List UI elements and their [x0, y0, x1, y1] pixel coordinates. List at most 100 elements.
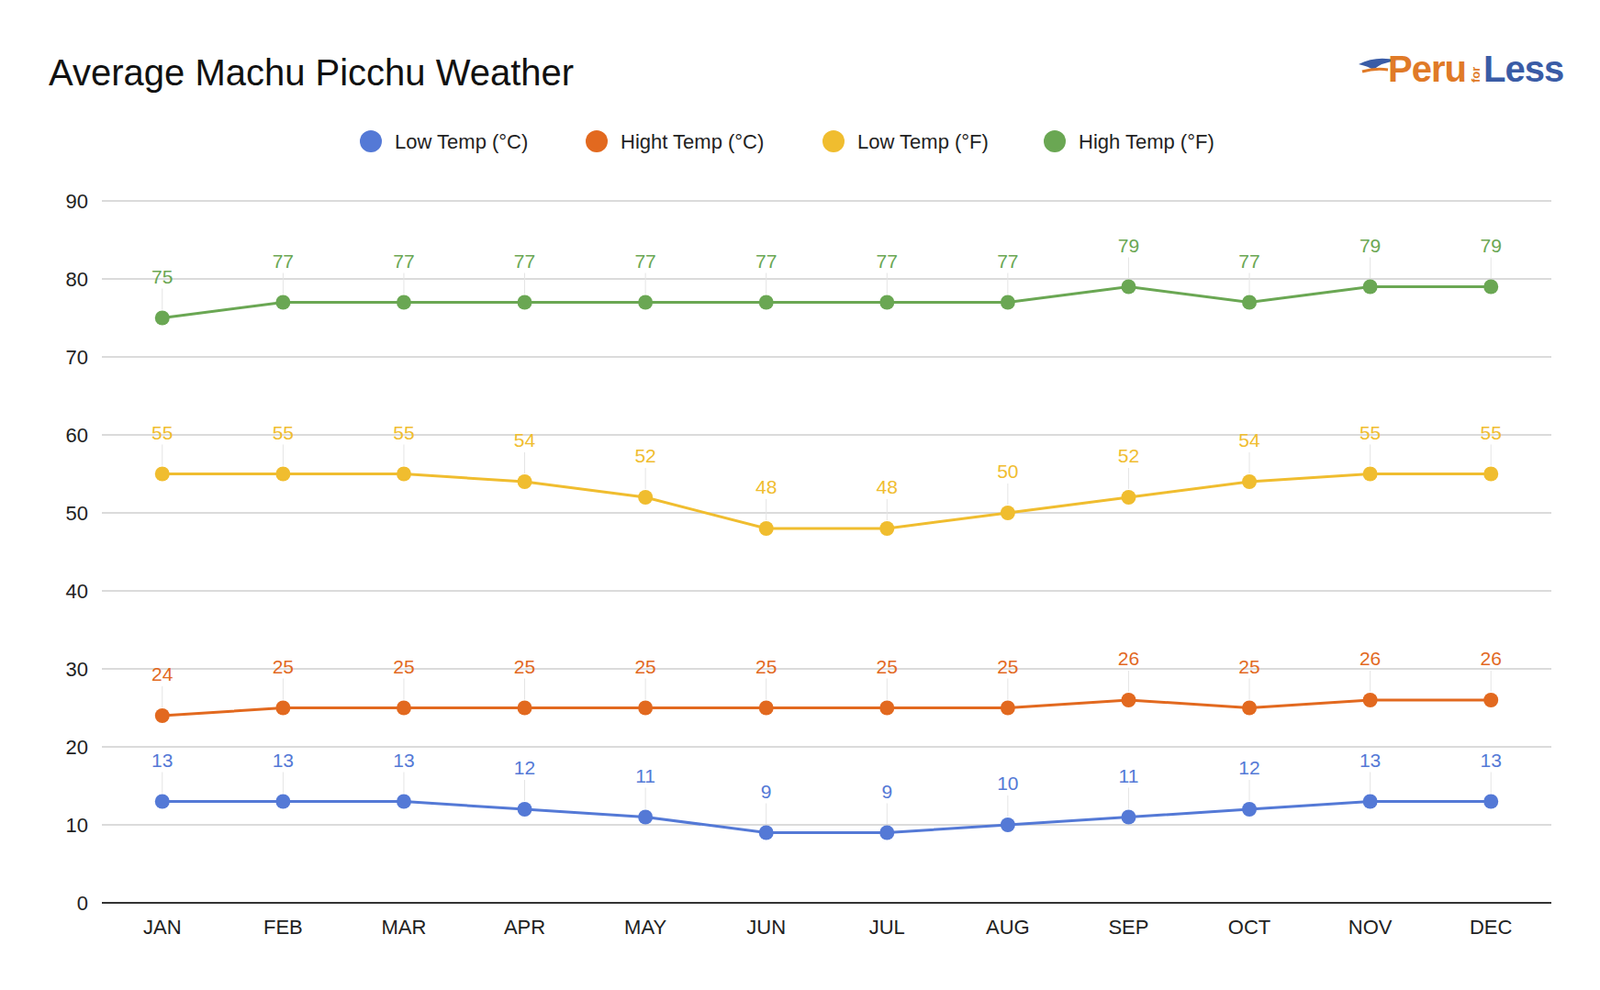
- label-leader: [1006, 679, 1008, 701]
- point: [1000, 505, 1016, 521]
- point: [396, 701, 412, 717]
- logo-text: Less: [1483, 48, 1564, 90]
- point: [517, 295, 533, 311]
- logo: PeruforLess: [1358, 48, 1564, 90]
- grid-line: [101, 824, 1552, 827]
- grid-line: [101, 278, 1552, 280]
- label-leader: [1249, 273, 1251, 295]
- x-tick-label: JAN: [143, 916, 182, 940]
- x-tick-label: JUL: [869, 916, 906, 940]
- point: [1000, 817, 1016, 833]
- data-label: 54: [514, 429, 537, 451]
- point: [879, 826, 895, 841]
- label-leader: [1249, 780, 1251, 802]
- label-leader: [1006, 483, 1008, 505]
- y-tick-label: 80: [66, 268, 89, 291]
- point: [637, 810, 653, 826]
- data-label: 25: [1238, 656, 1260, 678]
- point: [275, 467, 291, 482]
- data-label: 11: [635, 765, 656, 787]
- point: [396, 295, 412, 311]
- label-leader: [282, 679, 284, 701]
- data-label: 25: [392, 656, 414, 678]
- label-leader: [1369, 445, 1371, 467]
- label-leader: [1490, 445, 1492, 467]
- label-leader: [402, 445, 404, 467]
- series-line: [162, 700, 1491, 717]
- data-label: 77: [996, 250, 1019, 272]
- label-leader: [282, 273, 284, 295]
- data-label: 55: [272, 422, 294, 444]
- point: [275, 794, 291, 810]
- legend: Low Temp (°C)Hight Temp (°C)Low Temp (°F…: [359, 130, 1215, 154]
- point: [1120, 279, 1136, 295]
- point: [1363, 693, 1378, 708]
- label-leader: [1490, 257, 1492, 280]
- point: [155, 311, 170, 326]
- legend-swatch: [822, 130, 845, 153]
- point: [1483, 693, 1499, 708]
- point: [1483, 279, 1499, 295]
- data-label: 52: [1118, 445, 1140, 467]
- point: [879, 295, 895, 311]
- point: [637, 701, 653, 717]
- x-tick-label: AUG: [985, 916, 1030, 940]
- data-label: 26: [1118, 648, 1140, 670]
- series-line: [162, 802, 1491, 834]
- point: [517, 701, 533, 717]
- data-label: 25: [634, 656, 656, 678]
- point: [396, 794, 412, 810]
- label-leader: [765, 273, 767, 295]
- x-tick-label: MAY: [624, 916, 667, 940]
- point: [759, 826, 774, 841]
- data-label: 25: [272, 656, 294, 678]
- data-label: 54: [1238, 429, 1261, 451]
- point: [759, 521, 774, 537]
- point: [1363, 794, 1378, 810]
- data-label: 79: [1118, 234, 1140, 257]
- label-leader: [886, 273, 888, 295]
- x-tick-label: MAR: [381, 916, 427, 940]
- x-axis-line: [101, 902, 1552, 905]
- data-label: 25: [876, 656, 898, 678]
- point: [275, 701, 291, 717]
- point: [517, 474, 533, 490]
- y-tick-label: 10: [66, 814, 89, 838]
- label-leader: [645, 788, 647, 810]
- legend-label: Hight Temp (°C): [620, 130, 764, 154]
- logo-icon: [1362, 68, 1388, 72]
- grid-line: [101, 590, 1552, 593]
- data-label: 13: [1480, 749, 1502, 772]
- label-leader: [1369, 772, 1371, 795]
- grid-line: [101, 356, 1552, 359]
- y-tick-label: 70: [66, 346, 89, 370]
- data-label: 10: [996, 772, 1019, 795]
- point: [275, 295, 291, 311]
- label-leader: [402, 679, 404, 701]
- label-leader: [765, 499, 767, 521]
- point: [155, 708, 170, 724]
- data-label: 13: [1359, 749, 1381, 772]
- label-leader: [1369, 257, 1371, 280]
- point: [1483, 467, 1499, 482]
- label-leader: [1128, 671, 1130, 693]
- x-tick-label: FEB: [263, 916, 303, 940]
- point: [517, 802, 533, 817]
- data-label: 11: [1118, 765, 1140, 787]
- y-tick-label: 0: [77, 892, 89, 916]
- label-leader: [161, 289, 163, 311]
- data-label: 77: [514, 250, 536, 272]
- point: [637, 295, 653, 311]
- point: [155, 794, 170, 810]
- y-tick-label: 30: [66, 658, 89, 682]
- logo-text: Peru: [1387, 48, 1466, 90]
- point: [1000, 701, 1016, 717]
- label-leader: [886, 679, 888, 701]
- label-leader: [524, 780, 526, 802]
- data-labels: 1313131211991011121313242525252525252526…: [151, 234, 1502, 826]
- legend-swatch: [585, 130, 608, 153]
- label-leader: [524, 273, 526, 295]
- label-leader: [1490, 772, 1492, 795]
- data-label: 24: [151, 663, 174, 685]
- point: [1363, 279, 1378, 295]
